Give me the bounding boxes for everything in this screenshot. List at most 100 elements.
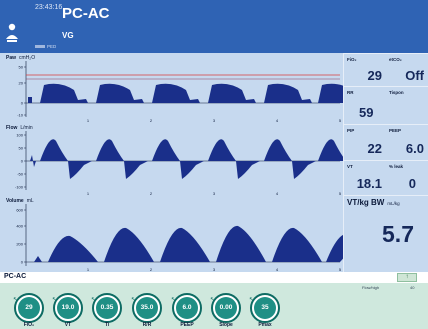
paw-y-tick-label: -10 [17,113,24,118]
flow-waveform-title: Flow L/min [6,125,33,131]
peep-value: 6.0 [405,141,424,156]
fio2-knob-label: FiO₂ [23,322,35,328]
vt-setting-knob[interactable]: ↖ 19.0 [52,293,83,323]
paw-y-tick-label: 50 [19,65,24,70]
etco2-label: etCO₂ [389,57,402,62]
ti-knob-label: Ti [104,322,110,328]
rr-setting-knob[interactable]: ↖ 35.0 [131,293,162,323]
peep-label: PEEP [389,128,402,133]
fio2-readout[interactable]: FiO₂ 29 [344,53,386,86]
mode-bar: PC-AC ↑ [0,272,428,283]
paw-x-tick-label: 1 [87,118,90,123]
volume-y-tick-label: 200 [16,242,23,247]
knob-value: 19.0 [57,297,79,319]
rr-knob-label: R/R [142,322,152,328]
status-header: 23:43:16 PC-AC VG PED [0,0,428,53]
volume-x-tick-label: 5 [339,267,342,272]
flow-waveform: 100 50 0 -50 -100 1 2 3 4 5 [15,131,343,196]
tispon-label: Tispon [389,90,404,95]
knob-arc-arrow-icon: ↖ [210,297,216,303]
paw-x-tick-label: 4 [276,118,279,123]
volume-x-tick-label: 4 [276,267,279,272]
volume-guarantee-label: VG [62,31,74,40]
flow-y-tick-label: -50 [17,172,24,177]
vt-label: VT [347,164,353,169]
flow-y-tick-label: -100 [15,185,24,190]
flow-trace [26,139,343,179]
knob-arc-arrow-icon: ↖ [131,297,137,303]
ti-setting-knob[interactable]: ↖ 0.35 [91,293,122,323]
flow-x-tick-label: 2 [150,191,153,196]
arrow-up-icon: ↑ [405,274,409,280]
peep-readout[interactable]: PEEP 6.0 [386,124,428,160]
paw-y-tick-label: 20 [19,81,24,86]
volume-x-tick-label: 1 [87,267,90,272]
paw-x-tick-label: 3 [213,118,216,123]
leak-label: % leak [389,164,404,169]
vt-per-kg-readout[interactable] [344,195,428,272]
paw-trace [26,83,343,103]
volume-x-tick-label: 3 [213,267,216,272]
volume-waveform: 600 400 200 0 1 2 3 4 5 [16,204,343,272]
flow-x-tick-label: 4 [276,191,279,196]
slope-knob-label: Slope [219,322,233,328]
volume-trace [26,225,343,262]
paw-x-tick-label: 2 [150,118,153,123]
pip-readout[interactable]: PIP 22 [344,124,386,160]
vt-value: 18.1 [356,176,382,191]
expand-up-button[interactable]: ↑ [397,273,417,282]
knob-arc-arrow-icon: ↖ [171,297,177,303]
knob-value: 35 [254,297,276,319]
fio2-setting-knob[interactable]: ↖ 29 [13,293,44,323]
vt-per-kg-value: 5.7 [382,221,414,247]
patient-icon[interactable] [4,22,20,44]
rr-label: RR [347,90,354,95]
knob-arc-arrow-icon: ↖ [91,297,97,303]
vt-knob-label: VT [64,322,72,328]
knob-value: 0.00 [215,297,237,319]
leak-value: 0 [408,176,416,191]
peep-knob-label: PEEP [180,322,194,328]
volume-waveform-panel[interactable]: 600 400 200 0 1 2 3 4 5 Volume mL [0,196,343,272]
pip-value: 22 [367,141,382,156]
rr-value: 59 [359,105,374,120]
pip-label: PIP [347,128,355,133]
flow-x-tick-label: 1 [87,191,90,196]
knob-arc-arrow-icon: ↖ [249,297,255,303]
knob-value: 0.35 [96,297,118,319]
flow-x-tick-label: 3 [213,191,216,196]
tispon-readout[interactable]: Tispon [386,86,428,124]
settings-bar: Flow/high 40 ↖ 29 ↖ 19.0 ↖ 0.35 ↖ 35.0 ↖… [0,283,428,329]
vt-readout[interactable]: VT 18.1 [344,160,386,195]
etco2-readout[interactable]: etCO₂ Off [386,53,428,86]
knob-value: 29 [18,297,40,319]
pmax-knob-label: Pmax [258,322,272,328]
flow-x-tick-label: 5 [339,191,342,196]
ventilation-mode: PC-AC [62,5,110,22]
flow-y-tick-label: 100 [16,133,23,138]
paw-waveform-panel[interactable]: 50 20 0 -10 1 2 3 4 5 Paw cmH₂O [0,53,343,123]
volume-x-tick-label: 2 [150,267,153,272]
paw-y-tick-label: 0 [21,101,24,106]
patient-category-tag: PED [35,44,56,49]
fio2-label: FiO₂ [347,57,357,62]
clock-time: 23:43:16 [35,4,63,11]
knob-arc-arrow-icon: ↖ [13,297,19,303]
leak-readout[interactable]: % leak 0 [386,160,428,195]
slope-setting-knob[interactable]: ↖ 0.00 [210,293,241,323]
knob-value: 35.0 [136,297,158,319]
paw-waveform-title: Paw cmH₂O [6,55,36,61]
vt-per-kg-label: VT/kg BW mL/kg [347,198,400,207]
mode-label: PC-AC [4,273,27,280]
volume-waveform-title: Volume mL [6,198,34,204]
paw-waveform: 50 20 0 -10 1 2 3 4 5 [17,61,343,123]
volume-y-tick-label: 400 [16,224,23,229]
rr-readout[interactable]: RR 59 [344,86,386,124]
flow-waveform-panel[interactable]: 100 50 0 -50 -100 1 2 3 4 5 Flow L/min [0,123,343,196]
etco2-value: Off [405,68,424,83]
paw-x-tick-label: 5 [339,118,342,123]
measured-parameters-panel: FiO₂ 29 etCO₂ Off RR 59 Tispon PIP 22 PE… [343,53,428,272]
pmax-setting-knob[interactable]: ↖ 35 [249,293,280,323]
peep-setting-knob[interactable]: ↖ 6.0 [171,293,202,323]
